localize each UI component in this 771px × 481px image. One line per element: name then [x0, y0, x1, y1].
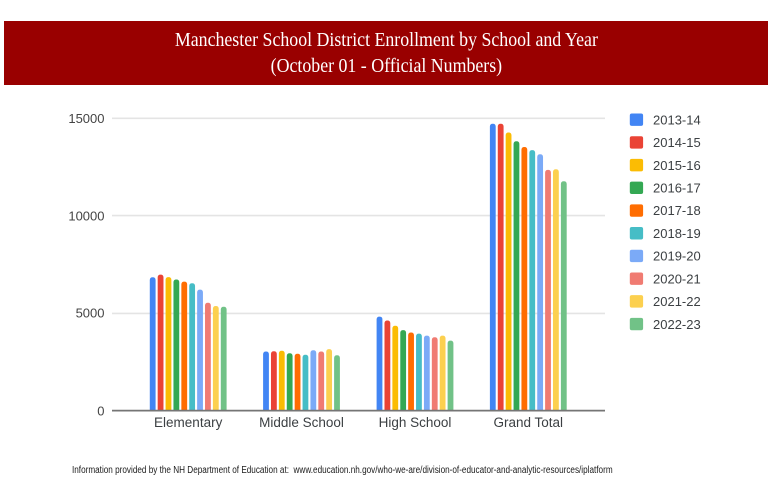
svg-text:2018-19: 2018-19: [653, 226, 701, 241]
svg-text:2015-16: 2015-16: [653, 158, 701, 173]
svg-text:2013-14: 2013-14: [653, 112, 701, 127]
svg-text:2016-17: 2016-17: [653, 181, 701, 196]
svg-text:2020-21: 2020-21: [653, 271, 701, 286]
svg-text:Middle School: Middle School: [259, 415, 344, 430]
svg-text:2017-18: 2017-18: [653, 203, 701, 218]
svg-text:Grand Total: Grand Total: [494, 415, 564, 430]
svg-text:2022-23: 2022-23: [653, 317, 701, 332]
svg-text:0: 0: [97, 403, 104, 418]
svg-text:Elementary: Elementary: [154, 415, 223, 430]
svg-text:10000: 10000: [68, 208, 104, 223]
svg-text:2021-22: 2021-22: [653, 294, 701, 309]
svg-text:High School: High School: [379, 415, 452, 430]
svg-text:5000: 5000: [76, 306, 105, 321]
svg-text:2014-15: 2014-15: [653, 135, 701, 150]
svg-text:15000: 15000: [68, 111, 104, 126]
svg-text:2019-20: 2019-20: [653, 249, 701, 264]
